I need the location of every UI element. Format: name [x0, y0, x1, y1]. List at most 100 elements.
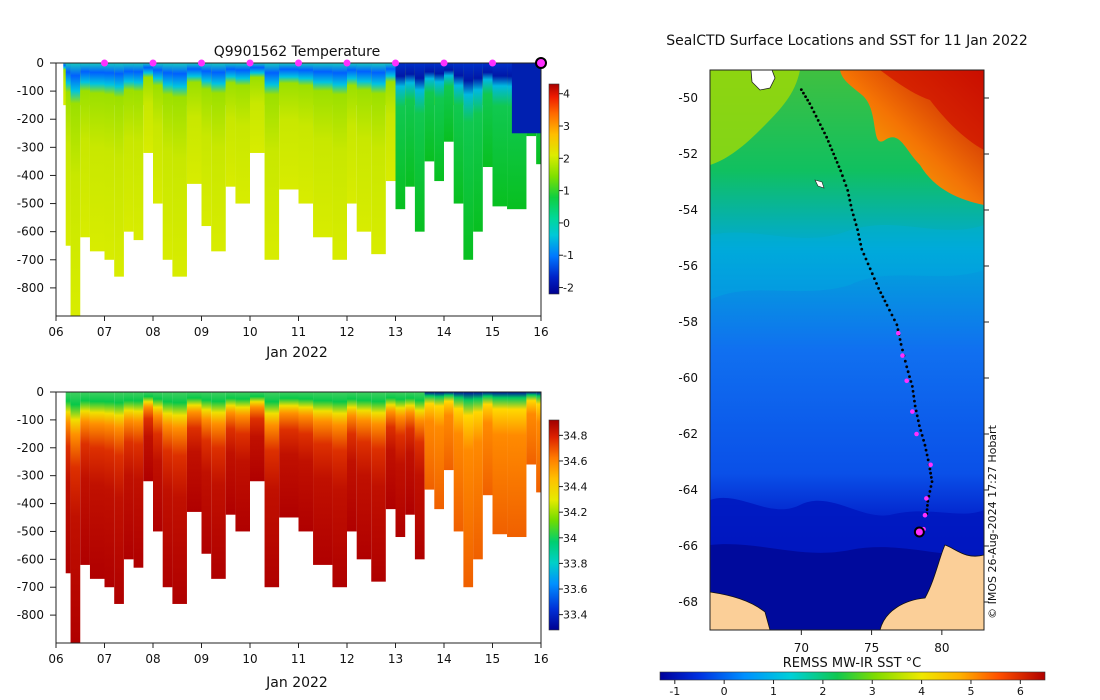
track-point: [929, 476, 933, 479]
salinity-profile: [153, 392, 163, 532]
salinity-profile: [211, 392, 226, 579]
x-tick-label: 10: [242, 325, 257, 339]
track-point: [844, 184, 848, 187]
track-point: [926, 504, 929, 507]
daily-position: [924, 496, 929, 501]
y-tick-label: -300: [17, 469, 44, 483]
temperature-profile: [123, 63, 134, 232]
salinity-profile: [104, 392, 115, 588]
track-point: [832, 152, 836, 156]
track-point: [858, 238, 862, 241]
salinity-profile: [65, 392, 71, 574]
salinity-profile: [133, 392, 144, 568]
temperature-profile: [104, 63, 115, 260]
salinity-profile: [225, 392, 236, 515]
colorbar-tick-label: 33.6: [563, 583, 588, 596]
track-point: [883, 299, 887, 303]
x-tick-label: 13: [388, 325, 403, 339]
track-point: [830, 148, 834, 152]
temperature-profile: [356, 63, 372, 232]
track-point: [928, 490, 932, 493]
temperature-profile: [172, 63, 187, 277]
salinity-profile: [162, 392, 173, 588]
x-tick-label: 08: [145, 325, 160, 339]
track-point: [901, 348, 904, 352]
track-point: [826, 140, 830, 143]
temperature-profile: [313, 63, 333, 238]
track-point: [912, 394, 916, 398]
surface-marker: [101, 59, 108, 67]
lat-tick-label: -68: [678, 595, 698, 609]
track-point: [899, 343, 903, 346]
track-point: [866, 262, 870, 266]
temperature-profile: [385, 63, 396, 182]
temperature-profile: [162, 63, 173, 260]
temperature-profile: [298, 63, 314, 204]
temperature-cold-column: [511, 63, 541, 134]
track-point: [868, 267, 872, 271]
salinity-profile: [414, 392, 425, 560]
map-latitude-axis: -50 -52 -54 -56 -58 -60 -62 -64 -66 -68: [678, 91, 989, 609]
track-point: [915, 414, 919, 418]
temperature-profile: [444, 63, 454, 142]
temperature-profile: [153, 63, 163, 204]
temperature-profile: [453, 63, 464, 204]
map-longitude-axis: 70 75 80: [794, 630, 949, 655]
track-point: [888, 308, 891, 312]
x-tick-label: 11: [291, 652, 306, 666]
y-tick-label: 0: [36, 56, 44, 70]
track-point: [854, 223, 858, 227]
colorbar-tick-label: 33.8: [563, 557, 588, 570]
track-point: [846, 189, 850, 192]
y-tick-label: -500: [17, 524, 44, 538]
colorbar-tick-label: 2: [563, 152, 570, 165]
y-tick-label: -100: [17, 413, 44, 427]
track-point: [835, 161, 839, 164]
temperature-profile: [186, 63, 202, 184]
map-frame: [709, 69, 985, 631]
salinity-profile: [482, 392, 493, 496]
sst-colorbar-tick-label: 4: [918, 685, 925, 698]
daily-position: [910, 409, 915, 414]
salinity-x-axis: 06 07 08 09 10 11 12 13 14 15 16: [48, 643, 549, 666]
track-point: [920, 434, 924, 437]
colorbar-tick-label: 34.2: [563, 506, 588, 519]
x-tick-label: 12: [339, 325, 354, 339]
track-point: [834, 156, 837, 160]
salinity-profile: [201, 392, 212, 554]
salinity-profile: [235, 392, 250, 532]
track-point: [802, 91, 805, 95]
temperature-profile: [463, 63, 474, 260]
y-tick-label: -700: [17, 253, 44, 267]
temperature-profile: [473, 63, 483, 232]
track-point: [839, 169, 843, 173]
y-tick-label: -500: [17, 197, 44, 211]
track-point: [808, 102, 812, 105]
temperature-panel: Q9901562 Temperature 0 -100 -200 -300 -400 -5…: [17, 44, 574, 361]
colorbar-tick-label: 33.4: [563, 609, 588, 622]
surface-marker: [295, 59, 302, 67]
colorbar-tick-label: 34.6: [563, 455, 588, 468]
sst-colorbar-tick-label: 0: [721, 685, 728, 698]
x-tick-label: 13: [388, 652, 403, 666]
surface-marker: [489, 59, 496, 67]
track-point: [909, 380, 913, 383]
colorbar-tick-label: 0: [563, 217, 570, 230]
temperature-profile: [70, 63, 81, 316]
lat-tick-label: -66: [678, 539, 698, 553]
track-point: [877, 287, 881, 290]
daily-position: [895, 330, 901, 336]
salinity-profile: [332, 392, 347, 588]
y-tick-label: -600: [17, 225, 44, 239]
track-point: [821, 127, 824, 131]
track-point: [905, 365, 909, 369]
salinity-profile: [405, 392, 415, 515]
track-point: [929, 485, 933, 488]
colorbar-tick-label: -1: [563, 249, 574, 262]
salinity-y-axis: 0 -100 -200 -300 -400 -500 -600 -700 -800: [17, 385, 56, 622]
track-point: [925, 453, 929, 457]
seal-track: [799, 88, 934, 538]
temperature-xlabel: Jan 2022: [265, 345, 328, 361]
colorbar-tick-label: 3: [563, 120, 570, 133]
track-point: [917, 424, 921, 427]
